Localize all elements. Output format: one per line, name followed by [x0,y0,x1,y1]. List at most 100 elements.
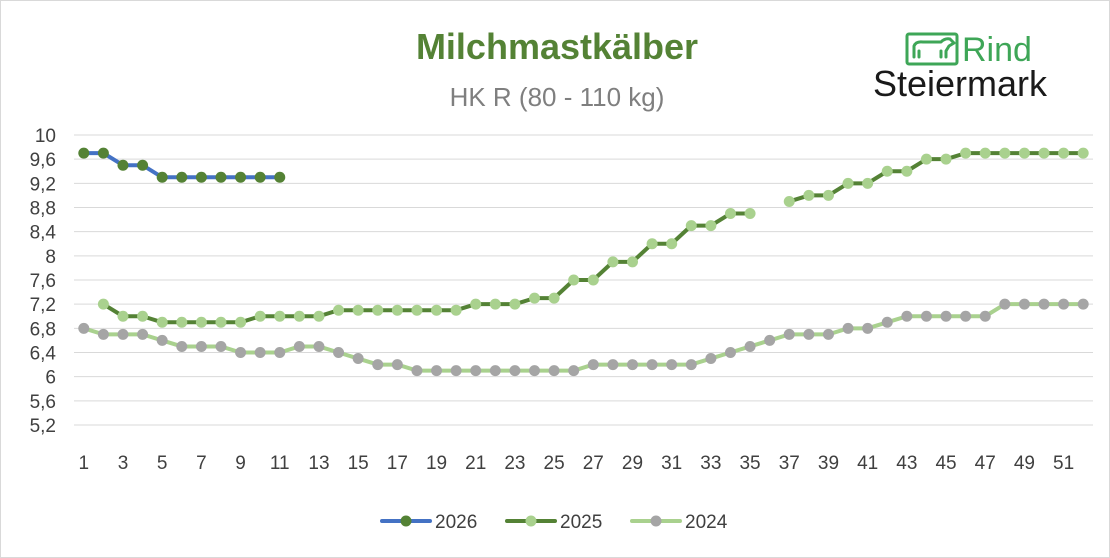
data-point-2025 [1077,147,1089,159]
legend-item-2025: 2025 [505,512,602,533]
x-tick-label: 7 [196,453,207,474]
data-point-2025 [940,153,952,165]
data-point-2024 [881,316,893,328]
legend-item-2026: 2026 [380,512,477,533]
data-point-2025 [901,165,913,177]
data-point-2024 [783,328,795,340]
y-tick-label: 6 [45,368,56,389]
data-point-2024 [333,347,345,358]
legend-item-2024: 2024 [630,512,728,533]
x-tick-label: 29 [622,453,643,474]
data-point-2024 [940,310,952,322]
data-point-2026 [195,171,207,183]
x-tick-label: 11 [270,453,290,474]
data-point-2025 [254,310,266,322]
data-point-2025 [783,195,795,207]
data-point-2024 [137,328,149,340]
data-point-2025 [1038,147,1050,159]
data-point-2026 [78,147,90,159]
data-point-2025 [999,147,1011,159]
y-tick-label: 5,6 [30,392,56,413]
data-point-2025 [235,316,247,328]
data-point-2024 [685,359,697,371]
data-point-2024 [176,340,188,352]
y-tick-label: 8 [45,247,56,268]
data-point-2025 [685,220,697,232]
data-point-2025 [1018,147,1030,159]
x-tick-label: 37 [779,453,800,474]
data-point-2025 [509,298,521,310]
data-point-2025 [822,189,834,201]
legend-marker [400,515,412,527]
data-point-2025 [587,274,599,286]
data-point-2024 [1018,298,1030,310]
data-point-2025 [352,304,364,316]
data-point-2024 [822,328,834,340]
data-point-2024 [117,328,129,340]
data-point-2024 [1038,298,1050,310]
data-point-2024 [235,347,247,358]
data-point-2024 [215,340,227,352]
series-2024 [78,298,1089,377]
data-point-2024 [607,359,619,371]
data-point-2026 [137,159,149,171]
x-tick-label: 49 [1014,453,1035,474]
data-point-2024 [626,359,638,371]
x-tick-label: 17 [387,453,408,474]
legend-label: 2025 [560,512,602,533]
data-point-2024 [509,365,521,377]
data-point-2024 [587,359,599,371]
x-tick-label: 45 [935,453,956,474]
data-point-2025 [313,310,325,322]
data-point-2024 [156,334,168,346]
data-point-2024 [254,347,266,358]
data-point-2026 [254,171,266,183]
data-point-2024 [646,359,658,371]
data-point-2025 [724,208,736,220]
data-point-2024 [372,359,384,371]
data-point-2025 [568,274,580,286]
data-point-2024 [548,365,560,377]
data-point-2025 [215,316,227,328]
data-point-2025 [176,316,188,328]
data-point-2024 [274,347,286,358]
data-point-2025 [117,310,129,322]
data-point-2024 [744,340,756,352]
x-tick-label: 47 [975,453,996,474]
x-tick-label: 15 [348,453,369,474]
data-point-2024 [352,353,364,365]
data-point-2025 [274,310,286,322]
x-tick-label: 31 [661,453,682,474]
data-point-2024 [431,365,443,377]
data-point-2025 [293,310,305,322]
x-tick-label: 39 [818,453,839,474]
series-2025 [97,147,1089,328]
x-tick-label: 23 [504,453,525,474]
data-point-2026 [176,171,188,183]
data-point-2024 [842,322,854,334]
legend: 2026 2025 2024 [380,512,728,533]
y-tick-label: 6,8 [30,319,56,340]
y-tick-label: 6,4 [30,344,57,365]
x-tick-label: 27 [583,453,604,474]
data-point-2025 [1058,147,1070,159]
cow-icon [905,32,959,66]
x-tick-label: 1 [79,453,90,474]
data-point-2025 [803,189,815,201]
data-point-2024 [313,340,325,352]
data-point-2025 [195,316,207,328]
legend-label: 2026 [435,512,477,533]
data-point-2024 [450,365,462,377]
y-tick-label: 7,2 [30,295,56,316]
data-point-2024 [724,347,736,358]
data-point-2025 [920,153,932,165]
y-tick-label: 10 [35,126,56,147]
x-tick-label: 5 [157,453,168,474]
data-point-2024 [666,359,678,371]
x-tick-label: 19 [426,453,447,474]
data-point-2024 [803,328,815,340]
x-tick-label: 33 [700,453,721,474]
data-point-2025 [705,220,717,232]
y-tick-label: 8,4 [30,223,57,244]
